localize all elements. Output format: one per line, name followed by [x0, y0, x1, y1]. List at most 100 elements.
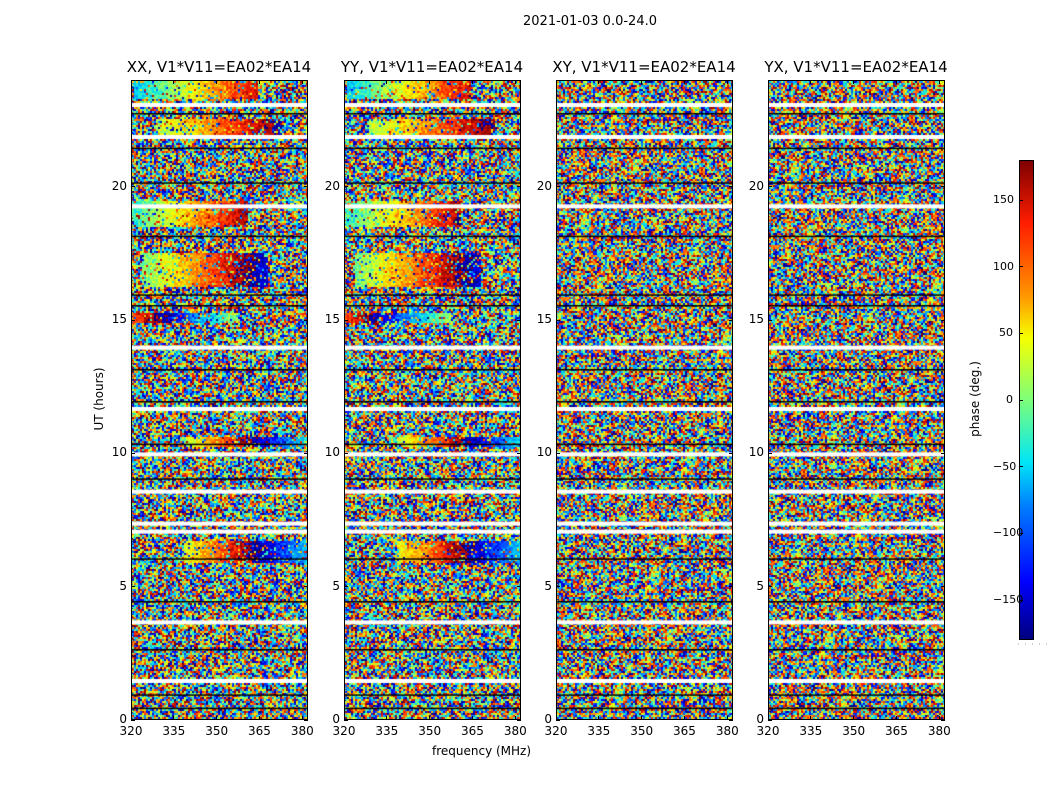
y-tick-mark-right-yx — [941, 719, 945, 721]
x-tick-mark-yx — [810, 716, 812, 720]
x-tick-label-yy: 365 — [461, 724, 484, 738]
x-tick-label-xy: 380 — [715, 724, 739, 738]
x-tick-label-xx: 335 — [162, 724, 186, 738]
colorbar-tick-label: 150 — [993, 193, 1014, 206]
heatmap-canvas-xy — [557, 81, 732, 719]
x-tick-mark-top-yx — [853, 80, 855, 84]
x-tick-label-xx: 365 — [248, 724, 271, 738]
x-tick-mark-top-yy — [514, 80, 516, 84]
x-tick-mark-top-xy — [598, 80, 600, 84]
y-tick-label-xy: 0 — [544, 712, 552, 726]
x-tick-label-yx: 380 — [927, 724, 951, 738]
x-tick-mark-yy — [386, 716, 388, 720]
x-tick-mark-top-yx — [810, 80, 812, 84]
y-tick-mark-yx — [768, 186, 772, 188]
x-tick-label-xx: 320 — [119, 724, 143, 738]
panel-title-yx: YX, V1*V11=EA02*EA14 — [764, 58, 948, 76]
y-tick-mark-yy — [344, 452, 348, 454]
y-tick-mark-right-yy — [517, 186, 521, 188]
x-tick-mark-yy — [429, 716, 431, 720]
y-tick-label-xy: 20 — [536, 178, 552, 193]
y-tick-label-yx: 10 — [748, 445, 764, 460]
y-tick-mark-xx — [131, 186, 135, 188]
x-tick-label-yy: 380 — [503, 724, 527, 738]
colorbar-label: phase (deg.) — [968, 361, 982, 437]
y-tick-mark-yy — [344, 719, 348, 721]
x-tick-mark-xx — [216, 716, 218, 720]
x-tick-mark-xx — [301, 716, 303, 720]
x-tick-label-xx: 350 — [205, 724, 229, 738]
y-tick-label-yx: 15 — [748, 312, 764, 326]
y-tick-label-yy: 15 — [324, 312, 340, 326]
y-tick-mark-yx — [768, 586, 772, 588]
colorbar-offset-marker: · · · · · — [1017, 640, 1049, 649]
y-tick-label-yy: 20 — [324, 178, 340, 193]
y-tick-mark-right-yy — [517, 319, 521, 321]
y-tick-mark-right-xy — [729, 319, 733, 321]
x-tick-mark-top-xy — [726, 80, 728, 84]
x-tick-mark-xx — [130, 716, 132, 720]
y-tick-label-xx: 20 — [111, 178, 127, 193]
x-tick-mark-top-yx — [767, 80, 769, 84]
y-tick-mark-right-xy — [729, 186, 733, 188]
y-tick-label-xx: 10 — [111, 445, 127, 460]
heatmap-panel-yx — [768, 80, 945, 720]
heatmap-panel-xy — [556, 80, 733, 720]
x-tick-label-xy: 320 — [544, 724, 568, 738]
y-tick-label-xy: 15 — [536, 312, 552, 326]
colorbar-tick-label: 100 — [993, 259, 1014, 273]
colorbar-tick-mark — [1019, 332, 1023, 334]
panel-title-xy: XY, V1*V11=EA02*EA14 — [552, 58, 736, 76]
y-tick-label-yy: 10 — [324, 445, 340, 460]
x-tick-label-xx: 380 — [290, 724, 314, 738]
x-tick-mark-top-xx — [216, 80, 218, 84]
x-tick-mark-top-yy — [343, 80, 345, 84]
x-tick-mark-top-xx — [301, 80, 303, 84]
y-tick-mark-xx — [131, 586, 135, 588]
colorbar-tick-mark — [1019, 599, 1023, 601]
x-tick-mark-top-yy — [429, 80, 431, 84]
x-tick-mark-top-xx — [130, 80, 132, 84]
x-tick-mark-xy — [726, 716, 728, 720]
y-tick-mark-xy — [556, 319, 560, 321]
x-tick-mark-top-yy — [386, 80, 388, 84]
y-tick-mark-right-xx — [304, 719, 308, 721]
y-tick-mark-right-xx — [304, 186, 308, 188]
x-tick-mark-yx — [853, 716, 855, 720]
panel-title-xx: XX, V1*V11=EA02*EA14 — [126, 58, 312, 76]
x-tick-mark-yy — [343, 716, 345, 720]
colorbar-tick-label: −50 — [993, 459, 1017, 473]
y-axis-label: UT (hours) — [92, 367, 106, 431]
colorbar-tick-mark — [1019, 199, 1023, 201]
colorbar-tick-label: −100 — [993, 526, 1024, 540]
panel-title-yy: YY, V1*V11=EA02*EA14 — [340, 58, 524, 76]
y-tick-mark-right-yx — [941, 452, 945, 454]
colorbar-tick-mark — [1019, 466, 1023, 468]
y-tick-mark-yy — [344, 186, 348, 188]
colorbar-tick-label: −150 — [993, 593, 1024, 606]
heatmap-canvas-yx — [769, 81, 944, 719]
y-tick-mark-xx — [131, 452, 135, 454]
x-tick-mark-top-xy — [641, 80, 643, 84]
y-tick-mark-right-yy — [517, 452, 521, 454]
x-tick-label-yy: 320 — [332, 724, 356, 738]
y-tick-mark-yy — [344, 319, 348, 321]
y-tick-mark-right-yx — [941, 319, 945, 321]
y-tick-mark-xy — [556, 586, 560, 588]
x-tick-label-xy: 335 — [587, 724, 611, 738]
y-tick-label-xx: 15 — [111, 312, 127, 326]
y-tick-label-yy: 5 — [332, 578, 340, 593]
x-tick-mark-xy — [641, 716, 643, 720]
x-tick-label-yy: 335 — [375, 724, 399, 738]
x-tick-mark-yy — [471, 716, 473, 720]
heatmap-canvas-yy — [345, 81, 520, 719]
x-tick-mark-xy — [683, 716, 685, 720]
x-tick-mark-yx — [938, 716, 940, 720]
x-tick-mark-top-xx — [173, 80, 175, 84]
heatmap-panel-xx — [131, 80, 308, 720]
colorbar-tick-mark — [1019, 399, 1023, 401]
y-tick-mark-yx — [768, 719, 772, 721]
x-tick-mark-xy — [555, 716, 557, 720]
x-tick-mark-yx — [767, 716, 769, 720]
